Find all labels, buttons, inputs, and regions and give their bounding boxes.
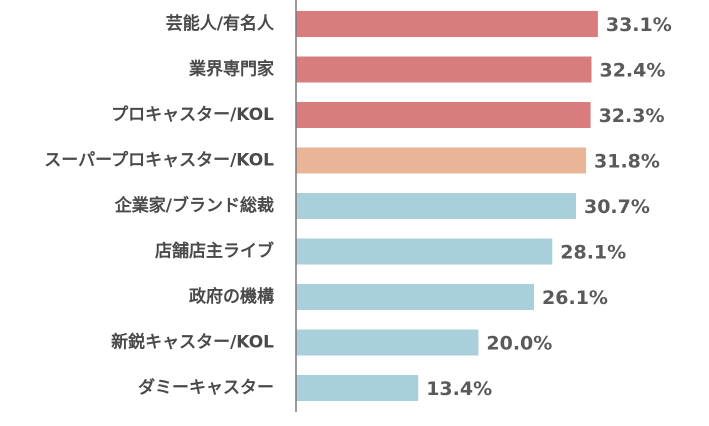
bar-8: [296, 329, 479, 356]
category-label-5: 企業家/ブランド総裁: [114, 195, 274, 216]
bar-4: [296, 147, 587, 174]
value-label-6: 28.1%: [560, 242, 626, 264]
category-label-4: スーパープロキャスター/KOL: [44, 150, 274, 171]
value-label-9: 13.4%: [426, 378, 492, 400]
category-label-6: 店舗店主ライブ: [155, 241, 274, 262]
category-label-7: 政府の機構: [189, 286, 274, 307]
bar-1: [296, 11, 598, 37]
category-label-1: 芸能人/有名人: [166, 13, 275, 34]
bars-layer: [296, 11, 598, 401]
category-label-2: 業界専門家: [189, 59, 274, 80]
value-label-7: 26.1%: [542, 287, 608, 309]
value-label-5: 30.7%: [584, 196, 650, 218]
category-label-8: 新鋭キャスター/KOL: [111, 332, 274, 353]
value-labels-layer: 33.1% 32.4% 32.3% 31.8% 30.7% 28.1% 26.1% 20.0%…: [426, 14, 672, 400]
bar-7: [296, 284, 535, 310]
category-label-9: ダミーキャスター: [138, 377, 274, 398]
value-label-4: 31.8%: [594, 151, 660, 173]
value-label-3: 32.3%: [599, 105, 665, 127]
category-label-3: プロキャスター/KOL: [111, 104, 274, 125]
bar-5: [296, 193, 576, 219]
bar-9: [296, 375, 419, 401]
bar-2: [296, 56, 592, 83]
value-label-1: 33.1%: [606, 14, 672, 36]
value-label-8: 20.0%: [486, 333, 552, 355]
bar-3: [296, 102, 591, 128]
value-label-2: 32.4%: [599, 60, 665, 82]
bar-6: [296, 238, 553, 265]
